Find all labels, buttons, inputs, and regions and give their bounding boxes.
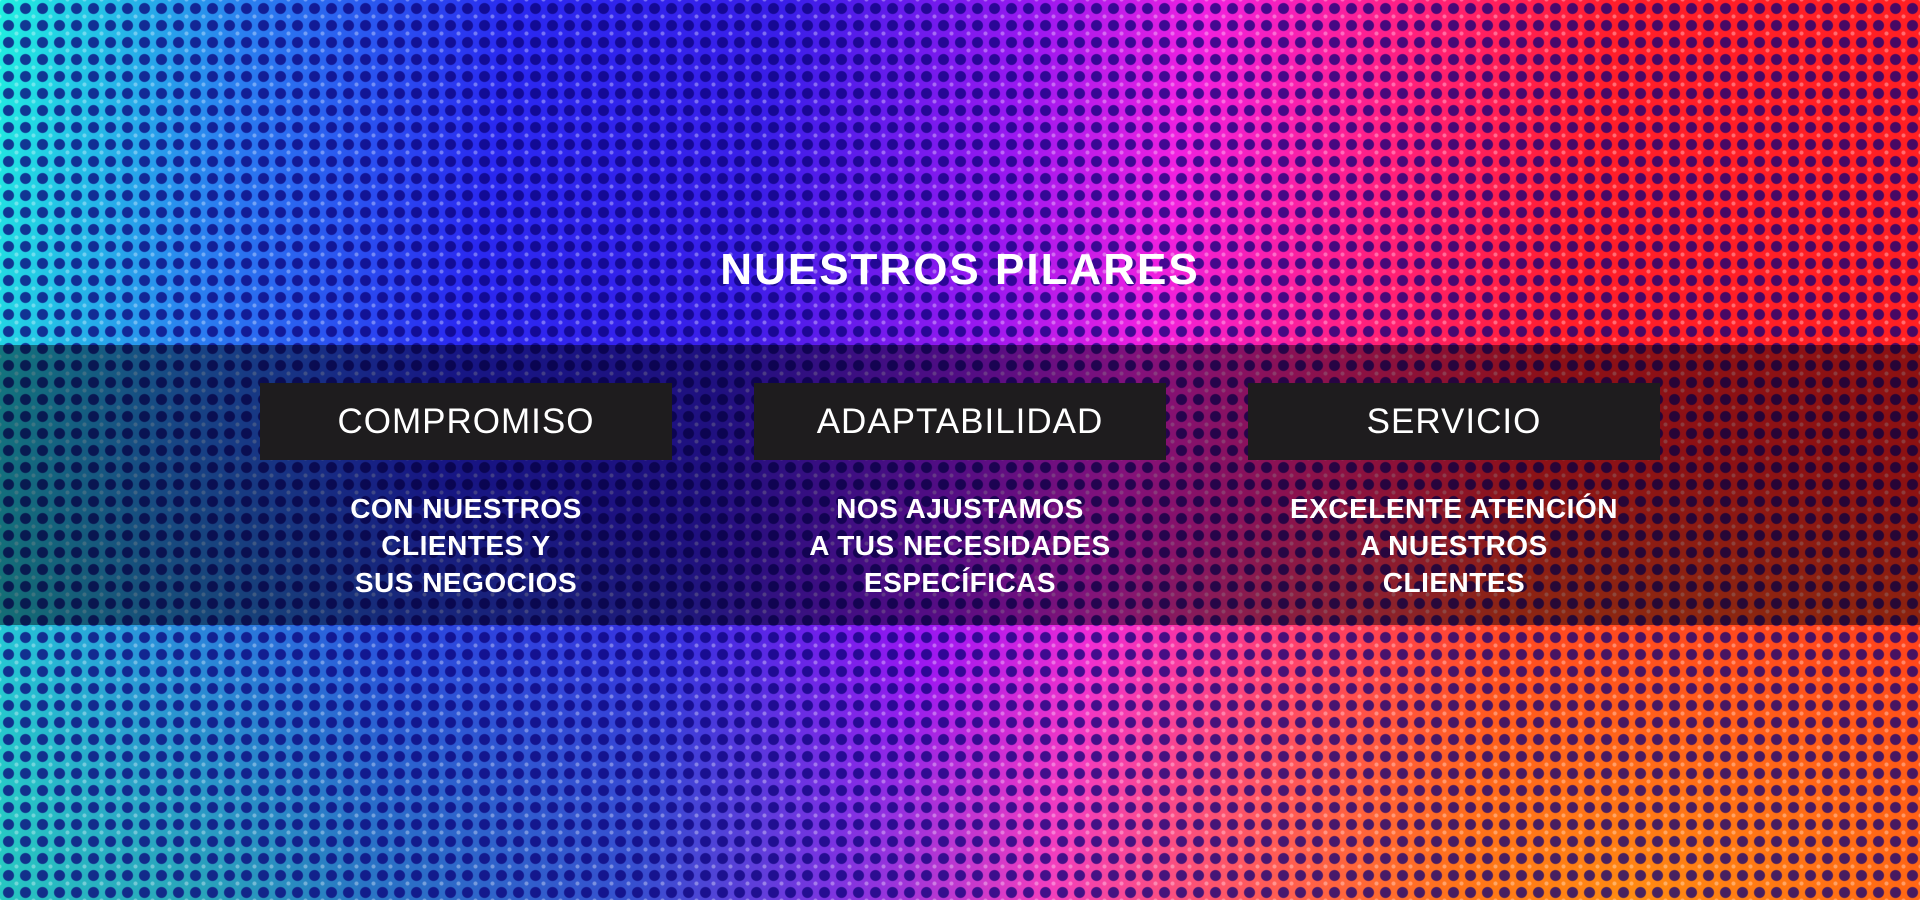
pillar-label: ADAPTABILIDAD — [754, 383, 1166, 460]
section-title: NUESTROS PILARES — [720, 245, 1200, 294]
description-line: A TUS NECESIDADES — [809, 530, 1111, 561]
description-line: A NUESTROS — [1360, 530, 1548, 561]
description-line: CLIENTES Y — [381, 530, 551, 561]
pillar-label: SERVICIO — [1248, 383, 1660, 460]
pillar-description: CON NUESTROS CLIENTES Y SUS NEGOCIOS — [260, 490, 672, 601]
pillar-description: EXCELENTE ATENCIÓN A NUESTROS CLIENTES — [1248, 490, 1660, 601]
description-line: NOS AJUSTAMOS — [836, 493, 1084, 524]
description-line: SUS NEGOCIOS — [354, 567, 578, 598]
pillar-servicio: SERVICIO EXCELENTE ATENCIÓN A NUESTROS C… — [1248, 383, 1660, 601]
pillar-label: COMPROMISO — [260, 383, 672, 460]
description-line: CLIENTES — [1382, 567, 1526, 598]
pillar-compromiso: COMPROMISO CON NUESTROS CLIENTES Y SUS N… — [260, 383, 672, 601]
pillar-description: NOS AJUSTAMOS A TUS NECESIDADES ESPECÍFI… — [754, 490, 1166, 601]
description-line: EXCELENTE ATENCIÓN — [1290, 493, 1618, 524]
description-line: CON NUESTROS — [350, 493, 582, 524]
pillar-adaptabilidad: ADAPTABILIDAD NOS AJUSTAMOS A TUS NECESI… — [754, 383, 1166, 601]
description-line: ESPECÍFICAS — [863, 567, 1057, 598]
